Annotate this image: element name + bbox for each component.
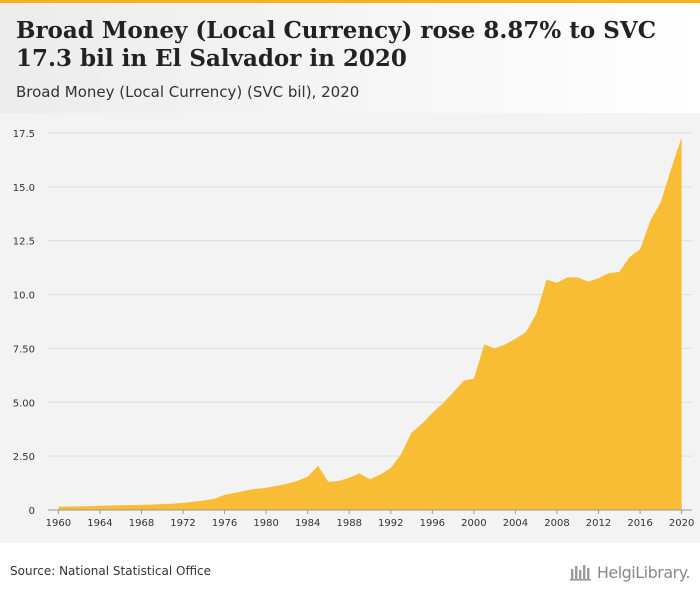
data-point [99,504,101,506]
y-tick-label: 2.50 [13,452,35,463]
data-point [317,465,319,467]
data-point [525,331,527,333]
data-point [68,505,70,507]
header: Broad Money (Local Currency) rose 8.87% … [0,3,700,113]
data-point [275,485,277,487]
y-tick-label: 5.00 [13,398,35,409]
x-tick-label: 1988 [336,518,361,529]
data-point [255,488,257,490]
x-tick-label: 1984 [295,518,320,529]
y-tick-label: 0 [29,506,35,517]
x-tick-label: 2012 [586,518,611,529]
data-point [203,499,205,501]
y-tick-label: 10.0 [13,291,35,302]
data-point [493,347,495,349]
data-point [660,201,662,203]
data-point [296,480,298,482]
data-point [265,487,267,489]
data-point [234,492,236,494]
data-point [109,504,111,506]
data-point [442,402,444,404]
data-point [130,504,132,506]
chart-panel: 0 2.50 5.00 7.50 10.0 12.5 15.0 17.5 1960 1964 196… [0,113,700,543]
x-tick-label: 1964 [87,518,112,529]
data-point [680,136,682,138]
area-series [58,137,682,510]
data-point [244,489,246,491]
data-point [670,167,672,169]
data-point [213,498,215,500]
data-point [306,475,308,477]
y-tick-label: 7.50 [13,344,35,355]
data-point [140,504,142,506]
data-point [379,473,381,475]
data-point [161,503,163,505]
data-point [483,343,485,345]
data-point [182,502,184,504]
data-point [358,472,360,474]
data-point [88,505,90,507]
library-icon [569,565,591,581]
y-tick-label: 17.5 [13,129,35,140]
x-tick-label: 2016 [627,518,652,529]
data-point [639,248,641,250]
x-tick-label: 2000 [461,518,486,529]
brand-logo: HelgiLibrary. [569,561,691,583]
data-point [57,506,59,508]
data-point [327,481,329,483]
data-point [473,377,475,379]
data-point [78,505,80,507]
y-tick-label: 15.0 [13,183,35,194]
data-point [462,380,464,382]
data-point [618,271,620,273]
x-tick-label: 1976 [212,518,237,529]
y-tick-label: 12.5 [13,237,35,248]
x-tick-label: 2020 [669,518,694,529]
data-point [452,391,454,393]
data-point [286,483,288,485]
area-chart: 0 2.50 5.00 7.50 10.0 12.5 15.0 17.5 1960 1964 196… [13,129,695,529]
data-point [390,467,392,469]
chart-title: Broad Money (Local Currency) rose 8.87% … [16,17,657,72]
data-point [597,277,599,279]
x-tick-label: 2008 [544,518,569,529]
data-point [628,256,630,258]
data-point [348,476,350,478]
data-point [120,504,122,506]
x-tick-label: 1980 [253,518,278,529]
chart-subtitle: Broad Money (Local Currency) (SVC bil), … [16,83,360,101]
x-tick-label: 1996 [420,518,445,529]
data-point [608,272,610,274]
x-tick-label: 1992 [378,518,403,529]
data-point [587,280,589,282]
data-point [545,278,547,280]
data-point [223,494,225,496]
x-tick-label: 1968 [129,518,154,529]
data-point [400,453,402,455]
top-accent-rule [0,0,700,3]
data-point [566,276,568,278]
data-point [504,343,506,345]
data-point [556,282,558,284]
x-tick-label: 1960 [46,518,71,529]
data-point [171,503,173,505]
data-point [421,423,423,425]
data-point [338,480,340,482]
source-note: Source: National Statistical Office [10,564,212,578]
data-point [514,338,516,340]
x-tick-label: 2004 [503,518,528,529]
data-point [192,501,194,503]
data-point [410,431,412,433]
data-point [649,219,651,221]
data-point [369,478,371,480]
data-point [577,276,579,278]
data-point [151,503,153,505]
brand-name: HelgiLibrary. [596,562,691,582]
x-tick-label: 1972 [170,518,195,529]
data-point [535,313,537,315]
data-point [431,412,433,414]
